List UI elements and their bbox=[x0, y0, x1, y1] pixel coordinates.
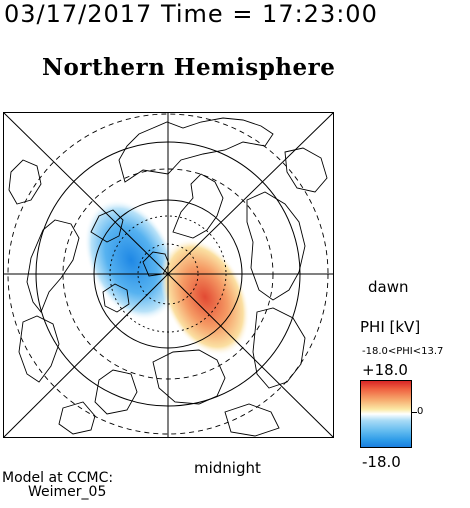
model-name: Weimer_05 bbox=[28, 484, 107, 500]
meridian-lines bbox=[3, 112, 334, 438]
colorbar-zero-tick bbox=[412, 412, 417, 413]
negative-potential-cell bbox=[84, 199, 178, 321]
colorbar-range: -18.0<PHI<13.7 bbox=[362, 346, 444, 357]
map-title: Northern Hemisphere bbox=[42, 54, 336, 81]
positive-potential-cell bbox=[160, 238, 250, 356]
model-credit: Model at CCMC: bbox=[2, 470, 114, 486]
map-frame bbox=[3, 112, 334, 438]
colorbar bbox=[360, 380, 412, 448]
polar-map-panel bbox=[3, 112, 334, 438]
dawn-label: dawn bbox=[368, 278, 409, 296]
colorbar-max-label: +18.0 bbox=[362, 361, 408, 379]
colorbar-min-label: -18.0 bbox=[362, 453, 401, 471]
colorbar-title: PHI [kV] bbox=[360, 318, 421, 336]
polar-map-svg bbox=[3, 112, 334, 438]
timestamp: 03/17/2017 Time = 17:23:00 bbox=[4, 0, 378, 28]
colorbar-mid-label: 0 bbox=[417, 406, 424, 417]
midnight-label: midnight bbox=[194, 459, 261, 477]
